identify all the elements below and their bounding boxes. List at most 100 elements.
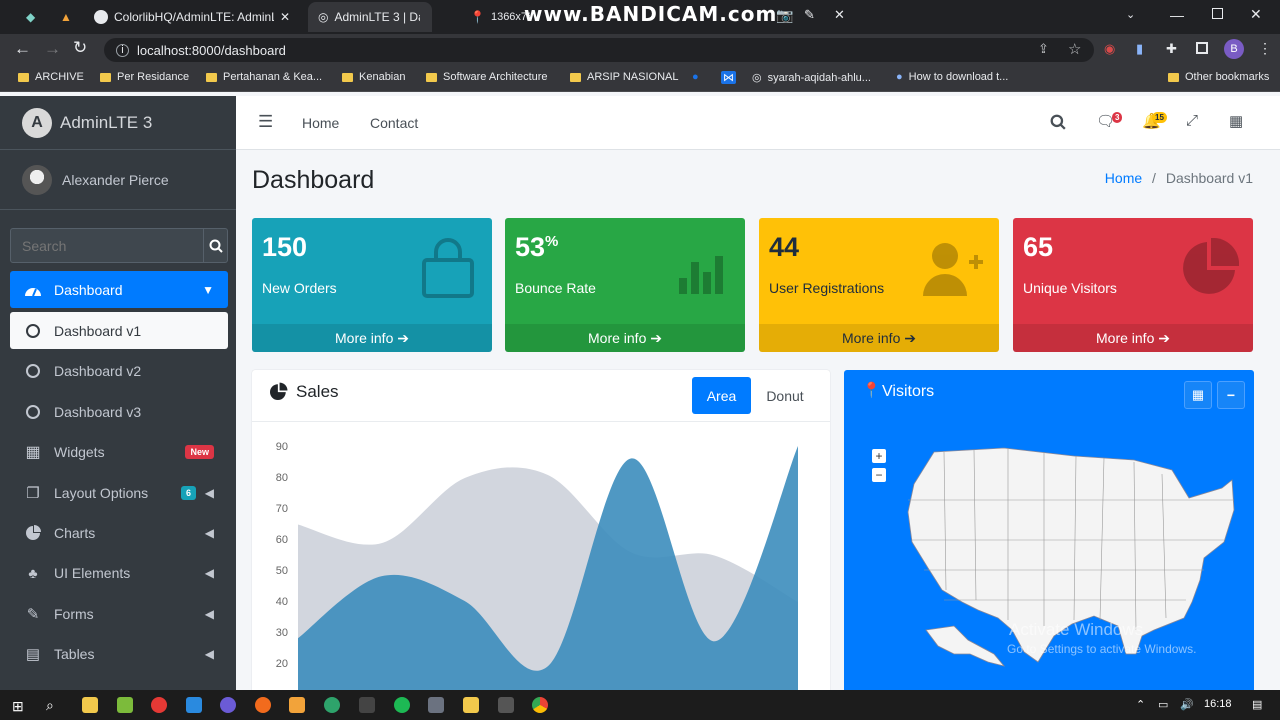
star-icon[interactable]: ☆ — [1068, 41, 1082, 58]
chevron-down-icon[interactable]: ⌄ — [1126, 9, 1136, 21]
more-info-link[interactable]: More info ➔ — [759, 324, 999, 352]
circle-icon — [24, 404, 42, 420]
close-icon[interactable]: ✕ — [280, 10, 291, 24]
app-icon[interactable] — [324, 697, 340, 713]
app-icon[interactable] — [255, 697, 271, 713]
more-info-link[interactable]: More info ➔ — [252, 324, 492, 352]
sidebar-item-tables[interactable]: ▤ Tables ◀ — [10, 635, 228, 672]
pencil-icon[interactable]: ✎ — [804, 7, 815, 22]
collapse-icon[interactable]: − — [1217, 381, 1245, 409]
close-icon[interactable]: ✕ — [834, 7, 845, 22]
tab-pinned[interactable]: ◆ — [16, 2, 44, 32]
search-button[interactable] — [203, 229, 227, 262]
bookmark-label: Pertahanan & Kea... — [223, 71, 323, 83]
y-tick-label: 80 — [276, 472, 288, 484]
close-icon[interactable]: ✕ — [1250, 6, 1262, 22]
circle-icon — [24, 363, 42, 379]
sidepanel-icon[interactable] — [1196, 42, 1208, 54]
puzzle-icon[interactable]: ✚ — [1166, 41, 1177, 56]
zoom-in-button[interactable]: + — [872, 449, 886, 463]
notification-center-icon[interactable]: ▤ — [1252, 699, 1263, 711]
camera-icon[interactable]: 📷 — [776, 7, 794, 23]
tab-github[interactable]: ColorlibHQ/AdminLTE: AdminLTE ✕ — [84, 2, 306, 32]
sidebar-item-dashboard-v3[interactable]: Dashboard v3 — [10, 393, 228, 430]
calendar-icon[interactable]: ▦ — [1184, 381, 1212, 409]
calculator-icon[interactable] — [428, 697, 444, 713]
sidebar-item-widgets[interactable]: ▦ Widgets New — [10, 433, 228, 470]
windows-watermark-subtitle: Go to Settings to activate Windows. — [1007, 642, 1197, 656]
extension-icon[interactable]: ◉ — [1104, 41, 1116, 56]
volume-icon[interactable]: 🔊 — [1180, 699, 1194, 711]
usa-vector-map[interactable] — [904, 440, 1244, 680]
sidebar-item-charts[interactable]: Charts ◀ — [10, 514, 228, 551]
profile-avatar[interactable]: B — [1224, 39, 1244, 59]
search-input[interactable] — [11, 229, 203, 262]
share-icon[interactable]: ⇪ — [1038, 41, 1049, 56]
tab-resolution[interactable]: 📍 1366x768 — [460, 2, 530, 32]
bookmark-item[interactable]: ● How to download t... — [896, 71, 1008, 83]
spotify-icon[interactable] — [394, 697, 410, 713]
vscode-icon[interactable] — [186, 697, 202, 713]
tab-area[interactable]: Area — [692, 377, 751, 414]
tab-pinned-2[interactable]: ▲ — [50, 2, 80, 32]
edit-icon: ✎ — [26, 605, 40, 623]
hamburger-menu-icon[interactable]: ☰ — [258, 112, 274, 131]
search-icon[interactable] — [1050, 114, 1066, 133]
app-icon[interactable] — [463, 697, 479, 713]
more-info-link[interactable]: More info ➔ — [505, 324, 745, 352]
file-explorer-icon[interactable] — [82, 697, 98, 713]
menu-icon[interactable]: ⋮ — [1258, 40, 1272, 56]
bookmark-item[interactable]: ARCHIVE — [18, 71, 84, 83]
brand-logo-icon: A — [22, 107, 52, 138]
brand-link[interactable]: A AdminLTE 3 — [0, 96, 236, 150]
bookmark-item[interactable]: ◎ syarah-aqidah-ahlu... — [752, 71, 871, 85]
more-info-link[interactable]: More info ➔ — [1013, 324, 1253, 352]
sidebar-item-dashboard-v2[interactable]: Dashboard v2 — [10, 352, 228, 389]
control-sidebar-icon[interactable]: ▦ — [1229, 113, 1244, 130]
minimize-icon[interactable]: — — [1170, 7, 1184, 23]
bookmark-item[interactable]: ● — [692, 71, 699, 83]
sidebar-item-forms[interactable]: ✎ Forms ◀ — [10, 595, 228, 632]
sidebar-item-ui-elements[interactable]: ♣ UI Elements ◀ — [10, 554, 228, 591]
bookmark-item[interactable]: ARSIP NASIONAL — [570, 71, 679, 83]
chevron-up-icon[interactable]: ⌃ — [1136, 699, 1146, 711]
comments-icon[interactable]: 🗨 — [1096, 113, 1116, 130]
search-icon[interactable]: ⌕ — [46, 697, 54, 713]
zoom-out-button[interactable]: − — [872, 468, 886, 482]
reload-icon[interactable]: ↻ — [73, 38, 88, 57]
user-panel[interactable]: Alexander Pierce — [0, 150, 236, 210]
app-icon[interactable] — [220, 697, 236, 713]
bookmark-item[interactable]: Per Residance — [100, 71, 189, 83]
clock-time[interactable]: 16:18 — [1204, 698, 1232, 710]
nav-link-contact[interactable]: Contact — [370, 115, 419, 131]
sidebar-item-dashboard[interactable]: Dashboard ▼ — [10, 271, 228, 308]
record-icon[interactable] — [151, 697, 167, 713]
extension-icon[interactable]: ▮ — [1136, 41, 1144, 56]
series-line-0 — [297, 465, 799, 602]
sidebar-item-layout-options[interactable]: ❐ Layout Options 6 ◀ — [10, 474, 228, 511]
breadcrumb-home[interactable]: Home — [1104, 170, 1143, 186]
bookmark-label: ARSIP NASIONAL — [587, 71, 679, 83]
tab-donut[interactable]: Donut — [766, 387, 804, 404]
search-icon — [209, 239, 223, 253]
forward-icon[interactable]: → — [44, 39, 61, 58]
bookmark-item[interactable]: Other bookmarks — [1168, 71, 1269, 83]
tab-adminlte[interactable]: ◎ AdminLTE 3 | Das — [308, 2, 432, 32]
back-icon[interactable]: ← — [14, 39, 31, 58]
windows-start-icon[interactable]: ⊞ — [12, 698, 24, 714]
bookmark-item[interactable]: Software Architecture — [426, 71, 548, 83]
bookmark-item[interactable]: ⋈ — [721, 71, 736, 84]
nav-link-home[interactable]: Home — [302, 115, 340, 131]
app-icon[interactable] — [359, 697, 375, 713]
chrome-icon[interactable] — [532, 697, 548, 713]
bookmark-item[interactable]: Pertahanan & Kea... — [206, 71, 322, 83]
sidebar-item-dashboard-v1[interactable]: Dashboard v1 — [10, 312, 228, 349]
sidebar-item-label: Dashboard — [54, 281, 123, 298]
terminal-icon[interactable] — [498, 697, 514, 713]
maximize-icon[interactable] — [1212, 8, 1223, 19]
bookmark-item[interactable]: Kenabian — [342, 71, 406, 83]
app-icon[interactable] — [117, 697, 133, 713]
fullscreen-icon[interactable]: ⤢ — [1186, 112, 1199, 129]
url-bar[interactable]: i localhost:8000/dashboard — [104, 38, 1094, 62]
xampp-icon[interactable] — [289, 697, 305, 713]
